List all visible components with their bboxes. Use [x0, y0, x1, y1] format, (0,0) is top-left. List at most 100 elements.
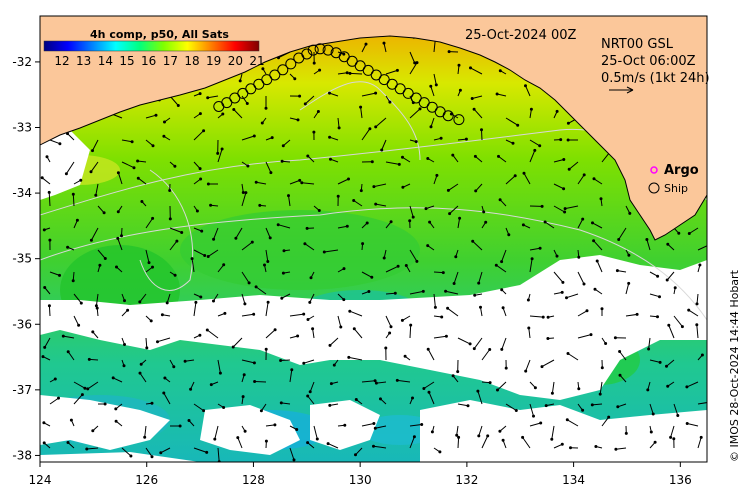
current-arrow	[577, 310, 588, 317]
current-arrow-head	[258, 203, 262, 207]
current-arrow	[593, 240, 603, 251]
current-arrow	[409, 436, 415, 449]
current-arrow-head	[613, 336, 617, 340]
current-arrow	[409, 325, 412, 339]
current-arrow	[278, 224, 291, 229]
current-arrow-head	[457, 63, 461, 67]
current-arrow	[505, 117, 518, 126]
current-arrow	[95, 293, 99, 306]
current-arrow	[473, 337, 483, 349]
current-arrow-head	[624, 431, 628, 435]
current-arrow-head	[396, 264, 400, 268]
current-arrow-head	[563, 210, 567, 214]
current-arrow	[280, 359, 291, 361]
current-arrow	[525, 85, 531, 97]
current-arrow	[41, 177, 51, 185]
current-arrow-head	[372, 422, 376, 425]
current-arrow-head	[232, 108, 236, 111]
current-arrow	[478, 271, 483, 284]
current-arrow	[241, 241, 253, 251]
current-arrow	[453, 271, 459, 284]
current-arrow-head	[470, 97, 474, 100]
current-arrow-head	[163, 120, 166, 124]
current-arrow-head	[273, 328, 277, 332]
current-arrow-head	[672, 437, 676, 441]
current-arrow-head	[322, 250, 326, 254]
current-arrow-head	[206, 255, 210, 258]
current-arrow-head	[685, 385, 689, 389]
current-arrow	[90, 227, 99, 241]
current-arrow-head	[559, 138, 563, 142]
current-arrow-head	[345, 71, 349, 75]
current-arrow	[397, 379, 411, 383]
current-arrow-head	[347, 355, 351, 359]
current-arrow-head	[359, 189, 363, 193]
current-arrow-head	[555, 254, 559, 258]
current-arrow	[433, 293, 436, 308]
colorbar-tick-label: 21	[249, 54, 264, 68]
current-arrow-head	[293, 77, 297, 81]
current-arrow	[373, 183, 387, 188]
current-arrow	[217, 264, 225, 273]
current-arrow-head	[139, 362, 143, 366]
current-arrow-head	[444, 334, 448, 338]
current-arrow-head	[562, 158, 566, 161]
ship-position	[314, 43, 326, 55]
current-arrow-head	[370, 160, 374, 164]
current-arrow	[90, 161, 99, 173]
current-arrow-head	[266, 300, 270, 304]
current-arrow-head	[513, 174, 517, 178]
current-arrow-head	[471, 239, 475, 243]
current-arrow-head	[202, 409, 206, 413]
current-arrow-head	[529, 107, 533, 111]
current-arrow	[353, 328, 363, 339]
current-arrow	[385, 69, 398, 75]
current-arrow-head	[290, 368, 294, 372]
current-arrow-head	[441, 271, 445, 275]
current-arrow-head	[482, 210, 486, 214]
current-arrow	[385, 161, 400, 165]
current-arrow	[696, 293, 699, 304]
current-arrow-head	[71, 279, 75, 283]
current-arrow-head	[138, 371, 142, 375]
current-arrow	[523, 172, 531, 185]
current-arrow-head	[565, 296, 568, 300]
current-arrow	[592, 403, 603, 406]
current-arrow-head	[367, 290, 371, 293]
current-arrow-head	[646, 388, 650, 392]
colorbar-ticks: 12 13 14 15 16 17 18 19 20 21	[54, 54, 264, 68]
current-arrow	[529, 150, 536, 163]
current-arrow	[409, 62, 418, 75]
current-arrow	[117, 238, 123, 251]
current-arrow-head	[667, 323, 671, 327]
current-arrow-head	[270, 136, 274, 140]
current-arrow	[409, 424, 422, 427]
colorbar-tick-label: 14	[98, 54, 113, 68]
current-arrow	[145, 447, 153, 457]
current-arrow-head	[538, 144, 542, 148]
current-arrow	[241, 135, 255, 141]
current-arrow	[217, 359, 221, 374]
current-arrow-head	[414, 140, 418, 144]
current-arrow-head	[562, 187, 566, 191]
current-arrow-head	[446, 188, 450, 192]
current-arrow-head	[477, 434, 481, 438]
current-arrow-head	[397, 162, 401, 166]
current-arrow	[577, 334, 592, 339]
current-arrow-head	[699, 435, 703, 439]
current-arrow	[121, 161, 135, 169]
ship-position	[322, 44, 334, 56]
no-data-mask	[40, 130, 707, 462]
current-arrow	[445, 290, 459, 295]
current-arrow-head	[198, 333, 202, 337]
current-arrow-head	[395, 68, 399, 72]
current-arrow-head	[530, 257, 534, 261]
current-arrow	[577, 174, 585, 185]
current-arrow-head	[173, 164, 177, 168]
current-arrow-head	[151, 265, 154, 269]
current-arrow	[121, 139, 133, 143]
y-tick-label: -38	[12, 448, 32, 462]
current-arrow-head	[569, 446, 572, 450]
current-arrow	[361, 92, 376, 97]
current-arrow-head	[680, 325, 684, 329]
